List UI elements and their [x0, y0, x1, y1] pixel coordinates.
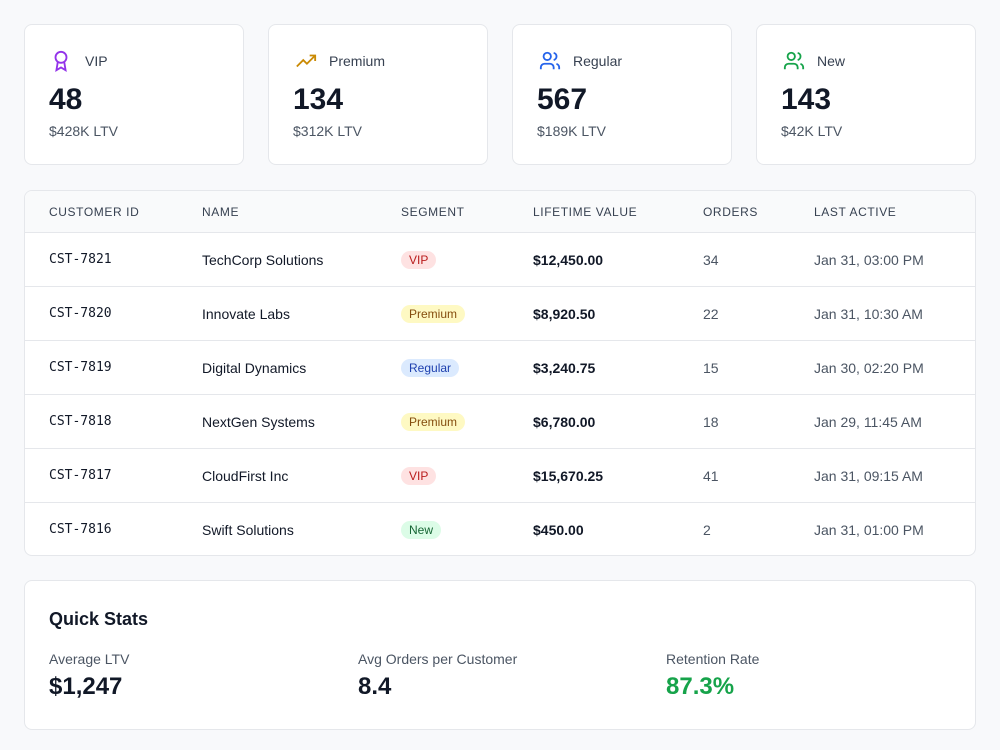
- regular-icon: [539, 51, 561, 70]
- last-active: Jan 29, 11:45 AM: [814, 413, 922, 430]
- header-cell: NAME: [202, 204, 240, 219]
- card-label: Premium: [329, 53, 386, 69]
- section-title: Quick Stats: [49, 609, 149, 629]
- quick-stats: Quick Stats Average LTV $1,247 Avg Orders…: [24, 580, 976, 730]
- stat: Average LTV $1,247: [49, 651, 129, 701]
- customer-name: Digital Dynamics: [202, 359, 307, 376]
- orders: 22: [703, 305, 719, 322]
- table-row: CST-7818 NextGen Systems Premium $6,780.00 1…: [25, 394, 975, 448]
- card-count: 143: [781, 83, 832, 116]
- last-active: Jan 31, 10:30 AM: [814, 305, 923, 322]
- table-row: CST-7820 Innovate Labs Premium $8,920.50 22 J…: [25, 286, 975, 340]
- segment-badge: VIP: [401, 250, 437, 269]
- stat-value: 87.3%: [666, 673, 735, 700]
- card-label: New: [817, 53, 846, 69]
- lifetime-value: $450.00: [533, 521, 584, 538]
- stat-value: 8.4: [358, 673, 392, 700]
- orders: 18: [703, 413, 719, 430]
- customer-id: CST-7817: [49, 468, 112, 483]
- lifetime-value: $12,450.00: [533, 251, 604, 268]
- segment-badge: New: [401, 520, 442, 539]
- card-count: 48: [49, 83, 83, 116]
- card-ltv: $428K LTV: [49, 123, 119, 139]
- lifetime-value: $8,920.50: [533, 305, 596, 322]
- orders: 2: [703, 521, 711, 538]
- customer-id: CST-7820: [49, 306, 112, 321]
- header-cell: SEGMENT: [401, 204, 465, 219]
- stat: Avg Orders per Customer 8.4: [358, 651, 517, 701]
- stat-value: $1,247: [49, 673, 123, 700]
- card-count: 567: [537, 83, 588, 116]
- segment-card: Premium 134 $312K LTV: [268, 24, 488, 165]
- orders: 34: [703, 251, 719, 268]
- last-active: Jan 30, 02:20 PM: [814, 359, 924, 376]
- segment-badge: Premium: [401, 412, 466, 431]
- lifetime-value: $3,240.75: [533, 359, 596, 376]
- segment-badge: Regular: [401, 358, 460, 377]
- segment-card: New 143 $42K LTV: [756, 24, 976, 165]
- table-row: CST-7821 TechCorp Solutions VIP $12,450.00 3…: [25, 232, 975, 286]
- table-header: CUSTOMER ID NAME SEGMENT LIFETIME VALUE ORDE…: [25, 191, 975, 232]
- header-cell: LIFETIME VALUE: [533, 204, 638, 219]
- customer-name: NextGen Systems: [202, 413, 315, 430]
- premium-icon: [296, 54, 317, 68]
- header-cell: LAST ACTIVE: [814, 204, 897, 219]
- card-count: 134: [293, 83, 344, 116]
- vip-icon: [54, 50, 68, 72]
- header-cell: CUSTOMER ID: [49, 204, 140, 219]
- segment-badge: VIP: [401, 466, 437, 485]
- last-active: Jan 31, 09:15 AM: [814, 467, 923, 484]
- customer-id: CST-7816: [49, 522, 112, 537]
- stat-label: Avg Orders per Customer: [358, 651, 518, 667]
- last-active: Jan 31, 03:00 PM: [814, 251, 924, 268]
- segment-card: VIP 48 $428K LTV: [24, 24, 244, 165]
- orders: 41: [703, 467, 719, 484]
- card-ltv: $312K LTV: [293, 123, 363, 139]
- lifetime-value: $6,780.00: [533, 413, 596, 430]
- table-row: CST-7816 Swift Solutions New $450.00 2 Jan 31…: [25, 502, 975, 555]
- segment-badge: Premium: [401, 304, 466, 323]
- table-body: CST-7821 TechCorp Solutions VIP $12,450.00 3…: [25, 232, 975, 555]
- header-cell: ORDERS: [703, 204, 758, 219]
- customer-name: Innovate Labs: [202, 305, 290, 322]
- card-ltv: $189K LTV: [537, 123, 607, 139]
- customer-id: CST-7818: [49, 414, 112, 429]
- last-active: Jan 31, 01:00 PM: [814, 521, 924, 538]
- customer-id: CST-7819: [49, 360, 112, 375]
- card-label: Regular: [573, 53, 623, 69]
- orders: 15: [703, 359, 719, 376]
- customer-table: CUSTOMER ID NAME SEGMENT LIFETIME VALUE ORDE…: [24, 190, 976, 556]
- stat-label: Retention Rate: [666, 651, 760, 667]
- segment-card: Regular 567 $189K LTV: [512, 24, 732, 165]
- lifetime-value: $15,670.25: [533, 467, 604, 484]
- new-icon: [783, 51, 805, 70]
- card-label: VIP: [85, 53, 108, 69]
- stat-label: Average LTV: [49, 651, 130, 667]
- customer-name: TechCorp Solutions: [202, 251, 324, 268]
- table-row: CST-7819 Digital Dynamics Regular $3,240.75…: [25, 340, 975, 394]
- customer-id: CST-7821: [49, 252, 112, 267]
- customer-name: CloudFirst Inc: [202, 467, 289, 484]
- stat: Retention Rate 87.3%: [666, 651, 759, 701]
- customer-name: Swift Solutions: [202, 521, 294, 538]
- table-row: CST-7817 CloudFirst Inc VIP $15,670.25 41 Jan…: [25, 448, 975, 502]
- card-ltv: $42K LTV: [781, 123, 843, 139]
